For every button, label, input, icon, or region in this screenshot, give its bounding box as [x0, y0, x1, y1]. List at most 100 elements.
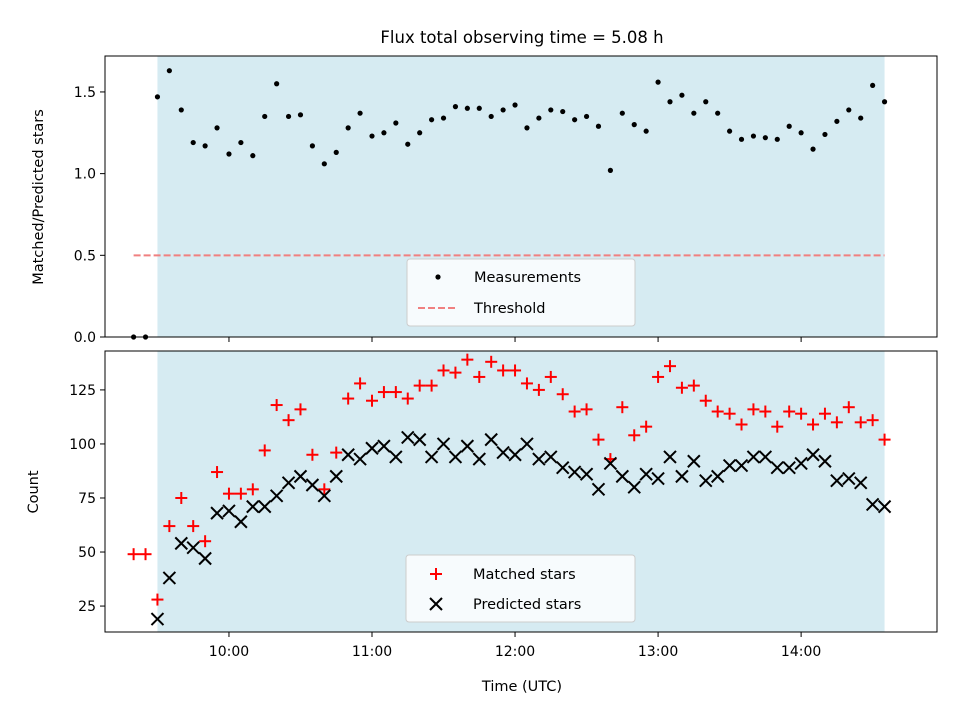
measurement-point: [154, 94, 161, 100]
legend-marker-matched: [430, 568, 442, 580]
matched-star-point: [199, 535, 212, 548]
matched-star-point: [652, 370, 665, 383]
measurement-point: [810, 146, 816, 152]
matched-star-point: [520, 377, 533, 390]
matched-star-point: [532, 383, 545, 396]
matched-star-point: [425, 379, 438, 392]
predicted-star-point: [615, 469, 630, 484]
matched-star-point: [318, 483, 331, 496]
predicted-star-point: [770, 461, 784, 475]
ratio-legend: Measurements Threshold: [406, 258, 636, 327]
measurement-point: [762, 135, 768, 141]
predicted-star-point: [532, 452, 546, 466]
matched-star-point: [616, 401, 629, 414]
y-tick-label: 75: [78, 491, 96, 507]
matched-star-point: [759, 405, 772, 418]
predicted-star-point: [830, 473, 844, 488]
matched-star-point: [663, 360, 676, 373]
measurement-point: [226, 151, 232, 157]
matched-star-point: [830, 416, 843, 429]
measurement-point: [548, 107, 554, 113]
legend-marker-predicted: [429, 597, 443, 611]
measurement-point: [440, 115, 447, 121]
matched-star-point: [473, 370, 486, 383]
matched-star-point: [401, 392, 414, 405]
predicted-star-point: [877, 499, 892, 514]
legend-label-threshold: Threshold: [473, 301, 545, 317]
matched-star-point: [544, 370, 557, 383]
predicted-star-point: [401, 430, 415, 445]
predicted-star-point: [281, 476, 296, 490]
predicted-star-point: [496, 445, 510, 460]
predicted-star-point: [412, 432, 427, 447]
measurement-point: [178, 107, 184, 113]
predicted-star-point: [508, 448, 522, 462]
measurement-point: [631, 122, 637, 128]
predicted-star-point: [687, 454, 701, 468]
predicted-star-point: [603, 456, 618, 471]
matched-star-point: [735, 418, 748, 431]
matched-star-point: [330, 446, 343, 459]
matched-star-point: [592, 433, 605, 446]
predicted-star-point: [222, 504, 236, 518]
predicted-star-point: [234, 515, 248, 529]
matched-star-point: [354, 377, 367, 390]
count-panel: 25 50 75 100 125 10:00 11:00 12:00 13:00 14:00 C…: [26, 350, 938, 695]
predicted-star-point: [329, 469, 343, 484]
x-tick-label: 13:00: [638, 644, 678, 660]
predicted-star-point: [544, 450, 558, 464]
matched-star-point: [246, 483, 259, 496]
measurement-point: [429, 117, 435, 123]
matched-star-point: [568, 405, 581, 418]
predicted-star-point: [782, 461, 796, 475]
measurement-point: [667, 99, 673, 105]
x-axis-label: Time (UTC): [481, 679, 562, 695]
measurement-point: [345, 125, 351, 131]
count-legend: Matched stars Predicted stars: [405, 554, 636, 623]
predicted-star-point: [556, 461, 570, 475]
predicted-star-point: [854, 476, 868, 490]
matched-star-point: [509, 364, 522, 377]
predicted-star-point: [639, 467, 653, 481]
measurement-point: [774, 136, 780, 142]
measurement-point: [858, 115, 864, 121]
matched-star-point: [377, 386, 390, 399]
matched-star-point: [842, 401, 855, 414]
measurement-point: [250, 153, 256, 159]
measurement-point: [619, 110, 625, 116]
predicted-star-point: [722, 458, 737, 473]
matched-star-point: [211, 466, 224, 479]
measurement-point: [583, 113, 590, 120]
predicted-star-point: [842, 471, 856, 486]
predicted-star-point: [258, 499, 272, 514]
matched-star-point: [163, 520, 176, 533]
measurement-point: [393, 120, 399, 126]
y-tick-label: 1.5: [74, 85, 96, 101]
measurement-point: [881, 99, 888, 105]
measurement-point: [691, 110, 697, 116]
predicted-star-point: [174, 536, 188, 551]
predicted-star-point: [341, 448, 355, 462]
matched-star-point: [497, 364, 510, 377]
y-tick-label: 125: [69, 383, 96, 399]
measurement-point: [560, 108, 566, 115]
measurement-point: [572, 117, 578, 123]
predicted-stars-series: [150, 430, 892, 626]
matched-star-point: [783, 405, 796, 418]
predicted-star-point: [162, 571, 177, 585]
measurement-point: [238, 139, 244, 146]
measurement-point: [738, 136, 745, 142]
predicted-star-point: [424, 450, 439, 464]
predicted-star-point: [150, 612, 165, 626]
predicted-star-point: [627, 480, 641, 494]
matched-star-point: [294, 403, 307, 416]
measurement-point: [417, 130, 423, 136]
matched-star-point: [675, 381, 688, 394]
measurement-point: [297, 112, 304, 118]
measurement-point: [190, 139, 196, 146]
matched-star-point: [818, 407, 831, 420]
predicted-star-point: [460, 439, 475, 453]
matched-star-point: [306, 448, 319, 461]
predicted-star-point: [472, 452, 486, 466]
matched-star-point: [366, 394, 379, 407]
